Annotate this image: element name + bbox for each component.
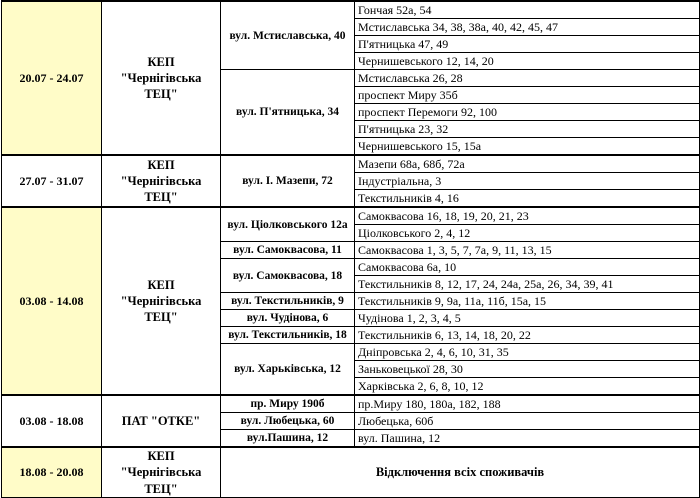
table-row: 03.08 - 18.08 ПАТ "ОТКЕ" пр. Миру 190б пр.М…	[1, 394, 700, 448]
address-list-line: Самоквасова 1, 3, 5, 7, 7а, 9, 11, 13, 1…	[354, 241, 700, 259]
table-row: вул. Самоквасова, 18 Самоквасова 6а, 10	[2, 258, 700, 293]
street-cell: вул.Пашина, 12	[220, 429, 355, 448]
address-list-line: пр.Миру 180, 180а, 182, 188	[354, 394, 700, 413]
address-list-line: вул. Пашина, 12	[354, 429, 700, 448]
street-cell: вул. Текстильників, 18	[220, 326, 355, 344]
address-list-line: Самоквасова 16, 18, 19, 20, 21, 23	[354, 206, 700, 225]
address-list-line: П'ятницька 23, 32	[354, 120, 700, 138]
table-row: вул.Пашина, 12 вул. Пашина, 12	[2, 429, 700, 448]
street-cell: вул. Харьківська, 12	[220, 343, 355, 396]
address-list-line: Текстильників 4, 16	[354, 189, 700, 208]
table-row: Текстильників 4, 16	[2, 189, 700, 208]
company-cell: КЕП "Чернігівська ТЕЦ"	[101, 206, 221, 396]
street-cell: вул. П'ятницька, 34	[220, 69, 355, 156]
street-cell: вул. Самоквасова, 18	[220, 258, 355, 293]
street-cell: пр. Миру 190б	[220, 394, 355, 413]
date-range-cell: 03.08 - 18.08	[1, 394, 102, 448]
company-cell: КЕП "Чернігівська ТЕЦ"	[101, 445, 221, 498]
table-row: П'ятницька 23, 32	[2, 120, 700, 138]
table-row: Заньковецької 28, 30	[2, 360, 700, 378]
address-list-line: Чернишевського 15, 15а	[354, 137, 700, 156]
table-row: Харківська 2, 6, 8, 10, 12	[2, 377, 700, 396]
table-row: 20.07 - 24.07 КЕП "Чернігівська ТЕЦ" вул. …	[1, 0, 700, 156]
street-cell: вул. Текстильників, 9	[220, 292, 355, 310]
address-list-line: Любецька, 60б	[354, 412, 700, 430]
address-list-line: Мстиславська 34, 38, 38а, 40, 42, 45, 47	[354, 18, 700, 36]
address-list-line: Харківська 2, 6, 8, 10, 12	[354, 377, 700, 396]
address-list-line: проспект Миру 35б	[354, 86, 700, 104]
table-row: вул. Самоквасова, 11 Самоквасова 1, 3, 5,…	[2, 241, 700, 259]
table-row: вул. Любецька, 60 Любецька, 60б	[2, 412, 700, 430]
address-list-line: Текстильників 8, 12, 17, 24, 24а, 25а, 2…	[354, 275, 700, 293]
table-row: вул. П'ятницька, 34 Мстиславська 26, 28	[2, 69, 700, 156]
table-row: 18.08 - 20.08 КЕП "Чернігівська ТЕЦ" Відкл…	[1, 445, 700, 498]
street-cell: вул. Любецька, 60	[220, 412, 355, 430]
table-row: вул. Харьківська, 12 Дніпровська 2, 4, 6,…	[2, 343, 700, 396]
address-list-line: Ціолковського 2, 4, 12	[354, 224, 700, 242]
address-list-line: Чудінова 1, 2, 3, 4, 5	[354, 309, 700, 327]
table-row: 27.07 - 31.07 КЕП "Чернігівська ТЕЦ" вул. …	[1, 154, 700, 208]
all-consumers-note-cell: Відключення всіх споживачів	[220, 445, 700, 498]
address-list-line: Текстильників 9, 9а, 11а, 11б, 15а, 15	[354, 292, 700, 310]
address-list-line: проспект Перемоги 92, 100	[354, 103, 700, 121]
address-list-line: Чернишевського 12, 14, 20	[354, 52, 700, 70]
address-list-line: Заньковецької 28, 30	[354, 360, 700, 378]
table-row: вул. Текстильників, 18 Текстильників 6, 1…	[2, 326, 700, 344]
date-range-cell: 27.07 - 31.07	[1, 154, 102, 208]
address-list-line: Дніпровська 2, 4, 6, 10, 31, 35	[354, 343, 700, 361]
table-row: Індустріальна, 3	[2, 172, 700, 190]
address-list-line: Текстильників 6, 13, 14, 18, 20, 22	[354, 326, 700, 344]
date-range-cell: 18.08 - 20.08	[1, 445, 102, 498]
table-row: 03.08 - 14.08 КЕП "Чернігівська ТЕЦ" вул. …	[1, 206, 700, 396]
address-list-line: Гончая 52а, 54	[354, 0, 700, 19]
street-cell: вул. Ціолковського 12а	[220, 206, 355, 242]
company-cell: ПАТ "ОТКЕ"	[101, 394, 221, 448]
company-cell: КЕП "Чернігівська ТЕЦ"	[101, 0, 221, 156]
street-cell: вул. Самоквасова, 11	[220, 241, 355, 259]
date-range-cell: 03.08 - 14.08	[1, 206, 102, 396]
address-list-line: Мстиславська 26, 28	[354, 69, 700, 87]
address-list-line: П'ятницька 47, 49	[354, 35, 700, 53]
street-cell: вул. І. Мазепи, 72	[220, 154, 355, 208]
street-cell: вул. Мстиславська, 40	[220, 0, 355, 70]
date-range-cell: 20.07 - 24.07	[1, 0, 102, 156]
company-cell: КЕП "Чернігівська ТЕЦ"	[101, 154, 221, 208]
street-cell: вул. Чудінова, 6	[220, 309, 355, 327]
address-list-line: Самоквасова 6а, 10	[354, 258, 700, 276]
address-list-line: Індустріальна, 3	[354, 172, 700, 190]
table-row: вул. Чудінова, 6 Чудінова 1, 2, 3, 4, 5	[2, 309, 700, 327]
address-list-line: Мазепи 68а, 68б, 72а	[354, 154, 700, 173]
